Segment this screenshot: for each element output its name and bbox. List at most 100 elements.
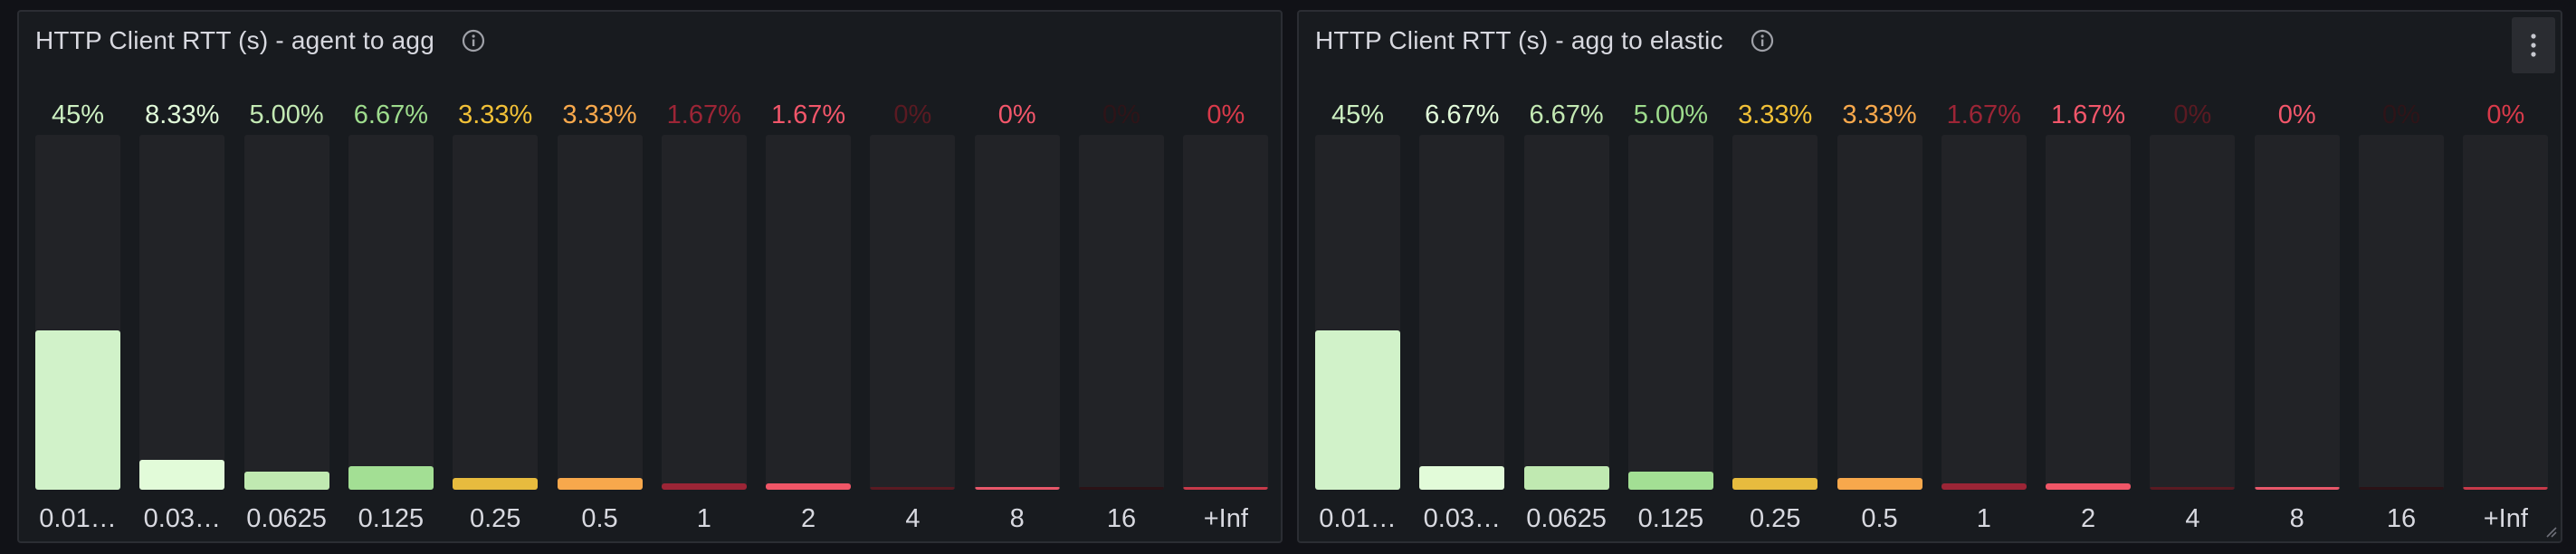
bar-value-label: 1.67% bbox=[770, 100, 846, 129]
bar-gauge-panel-agg-to-elastic: HTTP Client RTT (s) - agg to elastic 45%… bbox=[1297, 10, 2562, 543]
bar-category-label: 8 bbox=[2289, 504, 2304, 533]
bar-value-label: 5.00% bbox=[1633, 100, 1708, 129]
info-icon[interactable] bbox=[1749, 27, 1776, 54]
bar-track[interactable] bbox=[2359, 135, 2444, 490]
bar-fill bbox=[974, 487, 1060, 490]
bar-category-label: 4 bbox=[2185, 504, 2200, 533]
bar-track[interactable] bbox=[2254, 135, 2340, 490]
bar-category-label: 16 bbox=[1106, 504, 1137, 533]
bar-category-label: 0.03… bbox=[1423, 504, 1502, 533]
bar-track[interactable] bbox=[557, 135, 643, 490]
bar-track[interactable] bbox=[1523, 135, 1609, 490]
resize-handle-icon[interactable] bbox=[2544, 525, 2557, 538]
bar-fill bbox=[1837, 477, 1922, 490]
bar-track[interactable] bbox=[1315, 135, 1400, 490]
bar-category-label: +Inf bbox=[1203, 504, 1248, 533]
bar-fill bbox=[661, 483, 747, 490]
bar-fill bbox=[1627, 472, 1713, 490]
bar-category-label: 8 bbox=[1009, 504, 1025, 533]
bar-track[interactable] bbox=[1183, 135, 1269, 490]
bar-category-label: 1 bbox=[1976, 504, 1991, 533]
bar-category-label: 0.01… bbox=[1319, 504, 1397, 533]
bar-fill bbox=[1183, 487, 1269, 490]
bar-category-label: 0.01… bbox=[39, 504, 117, 533]
bar-value-label: 0% bbox=[2382, 100, 2420, 129]
bar-track[interactable] bbox=[1837, 135, 1922, 490]
bar-fill bbox=[35, 330, 120, 490]
bar-value-label: 0% bbox=[2486, 100, 2525, 129]
bar-value-label: 0% bbox=[893, 100, 932, 129]
bar-value-label: 3.33% bbox=[1738, 100, 1813, 129]
bar-fill bbox=[348, 465, 434, 490]
bar-track[interactable] bbox=[453, 135, 539, 490]
bar-category-label: 0.125 bbox=[358, 504, 425, 533]
bar-category-label: +Inf bbox=[2483, 504, 2528, 533]
bar-track[interactable] bbox=[1419, 135, 1505, 490]
bar-fill bbox=[1523, 465, 1609, 490]
bar-value-label: 6.67% bbox=[1425, 100, 1500, 129]
bar-track[interactable] bbox=[1627, 135, 1713, 490]
bar-fill bbox=[766, 483, 852, 490]
bar-value-label: 0% bbox=[1102, 100, 1140, 129]
bar-category-label: 0.0625 bbox=[246, 504, 327, 533]
bar-fill bbox=[453, 477, 539, 490]
info-icon[interactable] bbox=[460, 27, 487, 54]
bar-track[interactable] bbox=[2463, 135, 2549, 490]
bar-value-label: 0% bbox=[997, 100, 1036, 129]
bar-category-label: 2 bbox=[2081, 504, 2096, 533]
vertical-ellipsis-icon bbox=[2531, 33, 2536, 57]
bar-value-label: 1.67% bbox=[666, 100, 741, 129]
bar-fill bbox=[2150, 487, 2236, 490]
bar-category-label: 4 bbox=[905, 504, 921, 533]
bar-fill bbox=[1419, 465, 1505, 490]
bar-value-label: 6.67% bbox=[1529, 100, 1604, 129]
bar-track[interactable] bbox=[766, 135, 852, 490]
bar-value-label: 8.33% bbox=[145, 100, 220, 129]
bar-fill bbox=[870, 487, 956, 490]
bar-value-label: 45% bbox=[51, 100, 105, 129]
panel-header[interactable]: HTTP Client RTT (s) - agg to elastic bbox=[1299, 12, 2561, 70]
panel-header[interactable]: HTTP Client RTT (s) - agent to agg bbox=[19, 12, 1281, 70]
bar-value-label: 3.33% bbox=[562, 100, 637, 129]
bar-track[interactable] bbox=[661, 135, 747, 490]
bar-fill bbox=[243, 472, 329, 490]
bar-value-label: 5.00% bbox=[249, 100, 324, 129]
bar-category-label: 0.25 bbox=[1749, 504, 1801, 533]
bar-category-label: 16 bbox=[2386, 504, 2417, 533]
bar-fill bbox=[1079, 487, 1164, 490]
bar-value-label: 1.67% bbox=[1946, 100, 2021, 129]
bar-track[interactable] bbox=[2046, 135, 2132, 490]
bar-value-label: 6.67% bbox=[353, 100, 428, 129]
bar-track[interactable] bbox=[1941, 135, 2027, 490]
bar-fill bbox=[139, 460, 225, 490]
bar-track[interactable] bbox=[1079, 135, 1164, 490]
bar-category-label: 1 bbox=[696, 504, 711, 533]
bar-gauge-panel-agent-to-agg: HTTP Client RTT (s) - agent to agg 45% 0.… bbox=[17, 10, 1283, 543]
bar-category-label: 0.25 bbox=[469, 504, 521, 533]
bar-fill bbox=[2463, 487, 2549, 490]
bar-category-label: 0.5 bbox=[1861, 504, 1898, 533]
bar-track[interactable] bbox=[139, 135, 225, 490]
bar-value-label: 3.33% bbox=[1842, 100, 1917, 129]
bar-track[interactable] bbox=[974, 135, 1060, 490]
bar-category-label: 0.5 bbox=[581, 504, 618, 533]
bar-value-label: 1.67% bbox=[2050, 100, 2126, 129]
bar-track[interactable] bbox=[1732, 135, 1818, 490]
bar-fill bbox=[2254, 487, 2340, 490]
bar-fill bbox=[2046, 483, 2132, 490]
bar-track[interactable] bbox=[348, 135, 434, 490]
bar-category-label: 2 bbox=[801, 504, 816, 533]
bar-category-label: 0.03… bbox=[143, 504, 222, 533]
bar-fill bbox=[1941, 483, 2027, 490]
bar-category-label: 0.0625 bbox=[1526, 504, 1607, 533]
panel-title: HTTP Client RTT (s) - agent to agg bbox=[35, 26, 434, 54]
bar-track[interactable] bbox=[870, 135, 956, 490]
bar-value-label: 0% bbox=[2173, 100, 2212, 129]
bar-value-label: 0% bbox=[1207, 100, 1245, 129]
bar-value-label: 45% bbox=[1331, 100, 1385, 129]
bar-track[interactable] bbox=[35, 135, 120, 490]
panel-menu-button[interactable] bbox=[2512, 17, 2555, 73]
bar-track[interactable] bbox=[243, 135, 329, 490]
bar-category-label: 0.125 bbox=[1637, 504, 1704, 533]
bar-track[interactable] bbox=[2150, 135, 2236, 490]
